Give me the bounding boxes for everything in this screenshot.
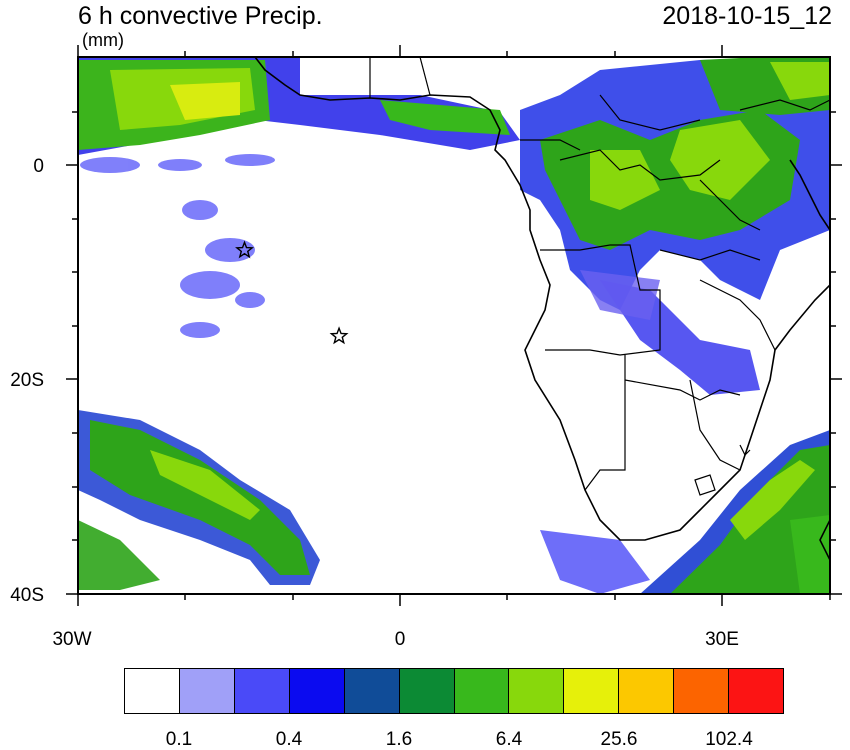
lat-label-0: 0	[33, 156, 44, 177]
units-label: (mm)	[82, 30, 124, 50]
colorbar-swatch	[729, 669, 784, 713]
map-panel: 0 20S 40S 30W 0 30E	[10, 45, 842, 650]
lat-label-40s: 40S	[10, 585, 44, 606]
marker-layer	[235, 240, 349, 345]
colorbar-label: 1.6	[385, 729, 413, 750]
colorbar-swatch	[674, 669, 730, 713]
colorbar-label: 0.4	[275, 729, 303, 750]
coastlines	[254, 57, 830, 561]
tick-marks	[66, 45, 842, 606]
lon-label-30w: 30W	[52, 629, 91, 650]
colorbar-swatch	[344, 669, 400, 713]
map-datetime: 2018-10-15_12	[662, 2, 832, 30]
lon-label-30e: 30E	[705, 629, 739, 650]
colorbar-swatch	[125, 669, 180, 713]
lon-label-0: 0	[395, 629, 406, 650]
colorbar-swatch	[179, 669, 235, 713]
colorbar-swatch	[289, 669, 345, 713]
colorbar	[124, 668, 784, 714]
colorbar-swatch	[454, 669, 510, 713]
precipitation-field	[78, 57, 830, 594]
colorbar-label: 0.1	[165, 729, 193, 750]
colorbar-swatch	[509, 669, 565, 713]
lat-label-20s: 20S	[10, 370, 44, 391]
map-title: 6 h convective Precip.	[78, 2, 323, 30]
colorbar-label: 25.6	[600, 729, 638, 750]
colorbar-label: 102.4	[705, 729, 753, 750]
colorbar-swatch	[564, 669, 620, 713]
colorbar-labels: 0.1 0.4 1.6 6.4 25.6 102.4	[124, 730, 784, 750]
colorbar-swatch	[399, 669, 455, 713]
colorbar-swatch	[619, 669, 675, 713]
star-marker-2	[329, 326, 349, 345]
colorbar-swatch	[234, 669, 290, 713]
star-marker-1	[235, 240, 254, 259]
colorbar-label: 6.4	[495, 729, 523, 750]
country-borders	[369, 57, 830, 496]
